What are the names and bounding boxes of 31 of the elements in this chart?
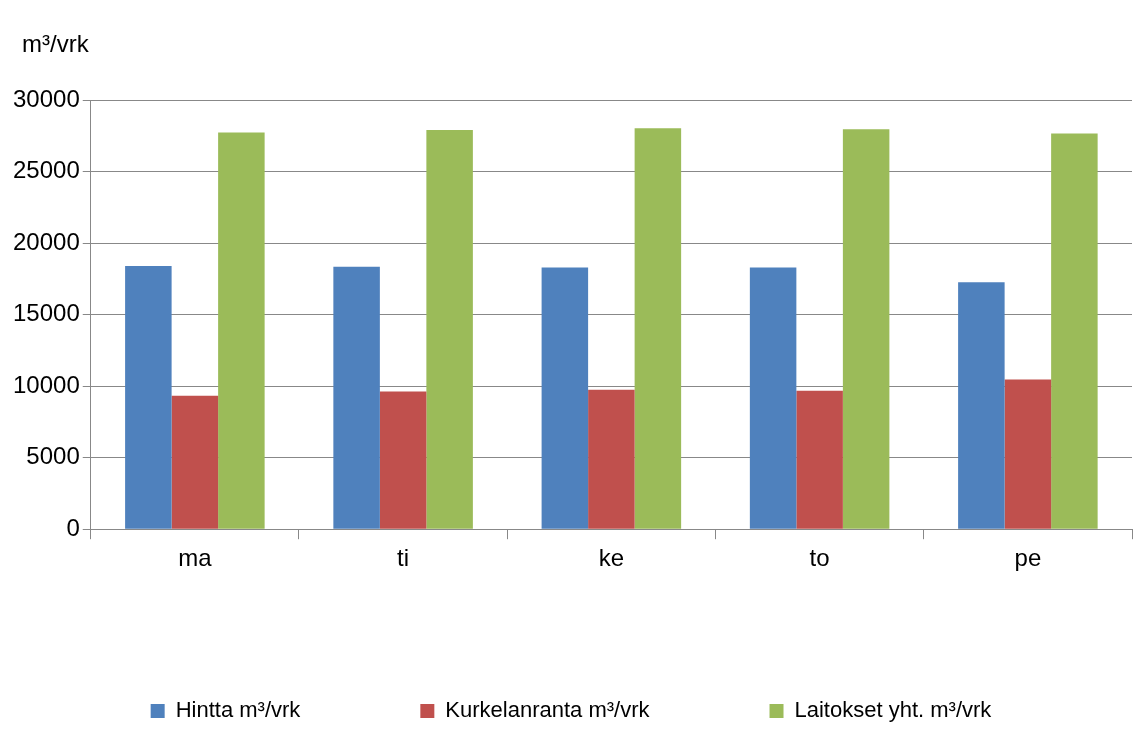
y-tick-label: 20000 xyxy=(12,227,80,255)
bar xyxy=(1051,133,1098,529)
bar xyxy=(333,266,380,529)
bar xyxy=(218,132,265,529)
bar xyxy=(171,395,219,529)
x-tick-label: ma xyxy=(178,544,213,572)
bar xyxy=(125,265,172,529)
y-tick-label: 25000 xyxy=(12,156,80,184)
y-tick-label: 10000 xyxy=(12,370,80,398)
legend-label: Laitokset yht. m³/vrk xyxy=(794,697,993,723)
y-tick-label: 15000 xyxy=(12,299,80,327)
bar xyxy=(796,390,843,529)
bar xyxy=(1004,379,1052,529)
x-tick-label: pe xyxy=(1014,544,1042,572)
bar xyxy=(634,128,682,529)
bar xyxy=(426,130,473,529)
legend-label: Hintta m³/vrk xyxy=(175,697,302,723)
x-tick-label: to xyxy=(809,544,830,572)
bar xyxy=(379,391,427,529)
x-tick-label: ke xyxy=(598,544,625,572)
y-axis-title: m³/vrk xyxy=(22,30,89,58)
y-tick-label: 5000 xyxy=(26,442,80,470)
bar xyxy=(588,389,635,529)
bar xyxy=(842,129,890,529)
legend-label: Kurkelanranta m³/vrk xyxy=(445,697,651,723)
y-tick-label: 0 xyxy=(66,513,80,541)
y-tick-label: 30000 xyxy=(12,84,80,112)
bar xyxy=(749,267,797,529)
bar xyxy=(958,282,1005,529)
x-tick-label: ti xyxy=(397,544,410,572)
bar xyxy=(541,267,589,529)
